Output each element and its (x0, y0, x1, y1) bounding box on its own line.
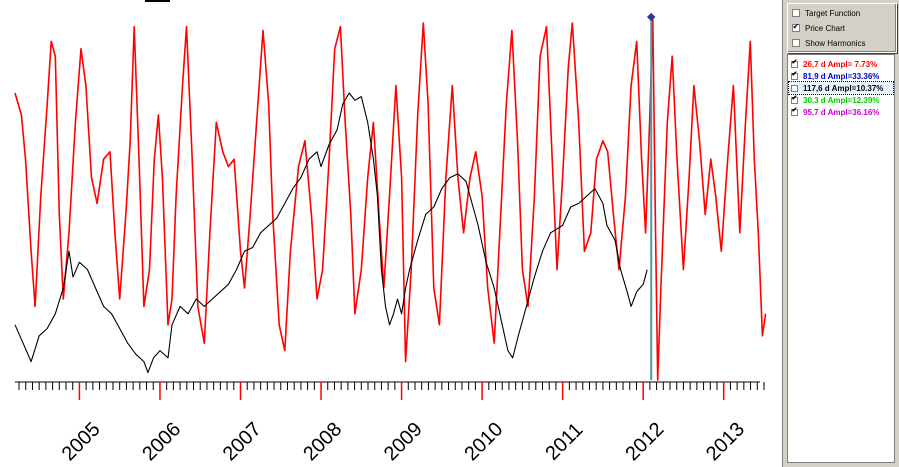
option-checkbox[interactable] (792, 9, 800, 17)
harmonic-row[interactable]: 30,3 d Ampl=12.39% (789, 94, 893, 106)
marker-point[interactable] (646, 12, 656, 22)
harmonics-list[interactable]: 26,7 d Ampl= 7.73% 81,9 d Ampl=33.36% 117,… (787, 54, 895, 463)
harmonic-row[interactable]: 81,9 d Ampl=33.36% (789, 70, 893, 82)
harmonic-row[interactable]: 95,7 d Ampl=36.16% (789, 106, 893, 118)
x-tick-label: 2006 (138, 418, 185, 465)
option-checkbox[interactable] (792, 39, 800, 47)
option-target-function[interactable]: Target Function (792, 6, 860, 20)
price-chart[interactable]: 2005 2006 2007 2008 2009 2010 2011 2012 2013 (0, 0, 782, 467)
side-panel: Target Function Price Chart Show Harmonics… (782, 0, 899, 467)
x-tick-label: 2009 (380, 418, 427, 465)
harmonic-label: 26,7 d Ampl= 7.73% (803, 59, 878, 69)
harmonic-row[interactable]: 117,6 d Ampl=10.37% (788, 81, 894, 95)
chart-area[interactable]: 2005 2006 2007 2008 2009 2010 2011 2012 2013 (0, 0, 782, 467)
x-tick-label: 2012 (621, 418, 668, 465)
x-tick-label: 2010 (460, 418, 507, 465)
series-line-2 (14, 92, 648, 374)
harmonic-checkbox[interactable] (791, 58, 798, 68)
display-options: Target Function Price Chart Show Harmonics (787, 3, 897, 53)
option-label: Price Chart (805, 23, 846, 33)
harmonic-checkbox[interactable] (791, 70, 798, 80)
option-label: Target Function (805, 8, 861, 18)
harmonic-label: 117,6 d Ampl=10.37% (803, 83, 884, 93)
harmonic-label: 81,9 d Ampl=33.36% (803, 71, 880, 81)
series-line-1 (14, 18, 767, 381)
harmonic-checkbox[interactable] (791, 84, 798, 92)
harmonic-checkbox[interactable] (791, 106, 798, 116)
x-axis: 2005 2006 2007 2008 2009 2010 2011 2012 2013 (15, 381, 765, 465)
x-tick-label: 2013 (702, 418, 749, 465)
x-tick-label: 2005 (58, 418, 105, 465)
option-checkbox[interactable] (792, 22, 800, 32)
x-tick-label: 2008 (299, 418, 346, 465)
option-show-harmonics[interactable]: Show Harmonics (792, 36, 865, 50)
series-layer (14, 18, 767, 381)
harmonic-checkbox[interactable] (791, 94, 798, 104)
harmonic-label: 30,3 d Ampl=12.39% (803, 95, 880, 105)
x-tick-label: 2007 (219, 418, 266, 465)
harmonic-row[interactable]: 26,7 d Ampl= 7.73% (789, 58, 893, 70)
harmonic-label: 95,7 d Ampl=36.16% (803, 107, 880, 117)
x-tick-label: 2011 (541, 419, 587, 465)
option-label: Show Harmonics (805, 38, 866, 48)
option-price-chart[interactable]: Price Chart (792, 21, 845, 35)
